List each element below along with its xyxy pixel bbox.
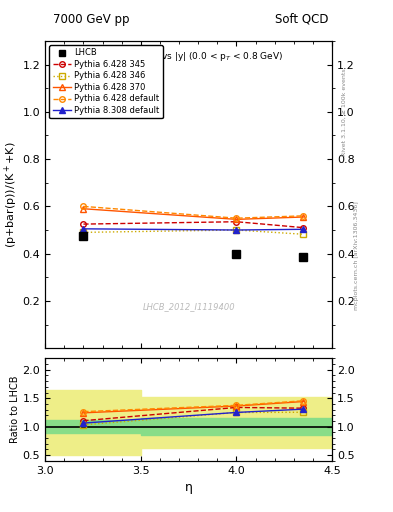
X-axis label: η: η [185, 481, 193, 494]
Y-axis label: Ratio to LHCB: Ratio to LHCB [10, 376, 20, 443]
Text: ($\bar{p}$+p)/(K$^-$+K) vs |y| (0.0 < p$_T$ < 0.8 GeV): ($\bar{p}$+p)/(K$^-$+K) vs |y| (0.0 < p$… [95, 50, 283, 63]
Text: Soft QCD: Soft QCD [275, 13, 328, 26]
Legend: LHCB, Pythia 6.428 345, Pythia 6.428 346, Pythia 6.428 370, Pythia 6.428 default: LHCB, Pythia 6.428 345, Pythia 6.428 346… [50, 45, 163, 118]
Text: mcplots.cern.ch [arXiv:1306.3436]: mcplots.cern.ch [arXiv:1306.3436] [354, 202, 359, 310]
Y-axis label: (p+bar(p))/(K$^+$+K): (p+bar(p))/(K$^+$+K) [2, 141, 20, 248]
Text: LHCB_2012_I1119400: LHCB_2012_I1119400 [142, 302, 235, 311]
Text: Rivet 3.1.10, ≥ 100k events: Rivet 3.1.10, ≥ 100k events [342, 69, 347, 157]
Text: 7000 GeV pp: 7000 GeV pp [53, 13, 130, 26]
